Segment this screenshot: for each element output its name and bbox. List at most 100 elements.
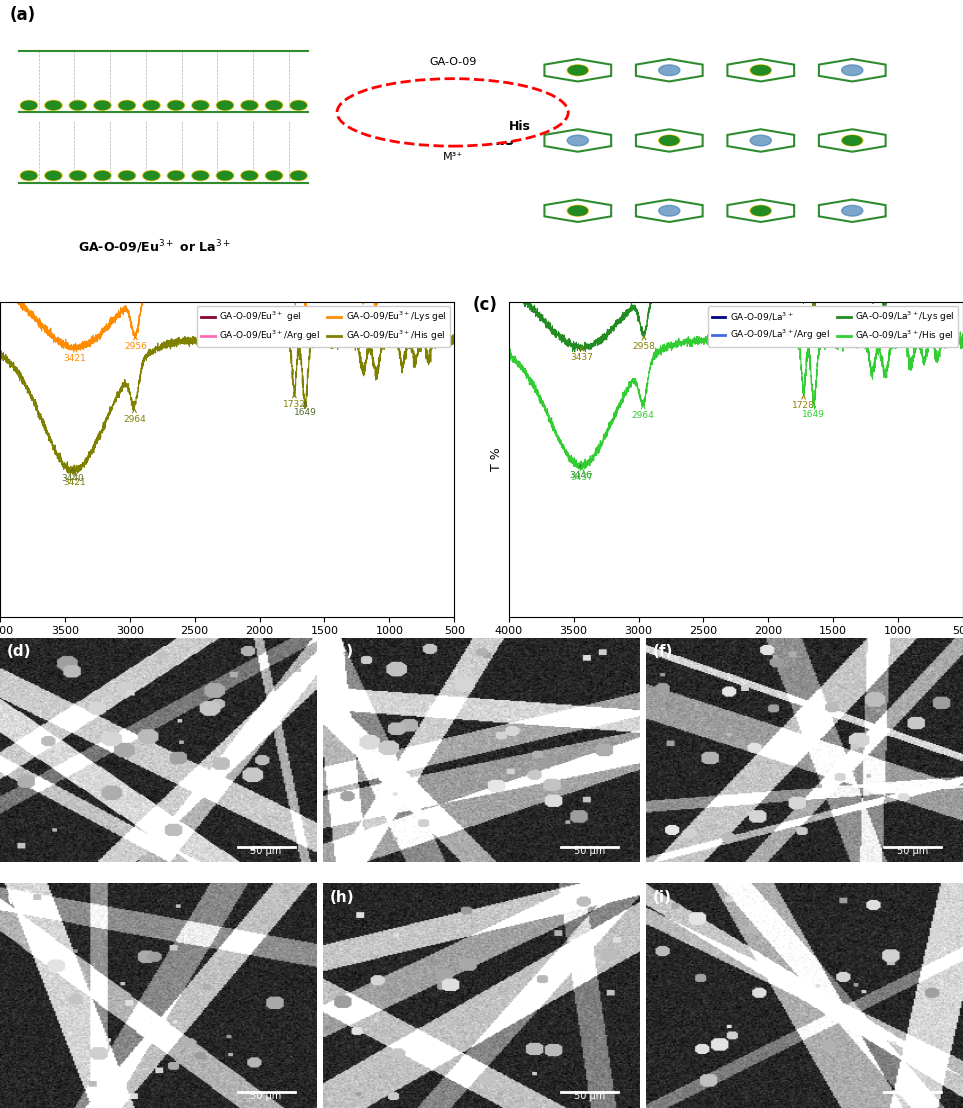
- Ellipse shape: [241, 101, 258, 111]
- Text: 2956: 2956: [124, 336, 147, 351]
- Ellipse shape: [218, 172, 233, 179]
- Ellipse shape: [266, 101, 283, 111]
- Ellipse shape: [217, 101, 234, 111]
- Ellipse shape: [842, 65, 863, 75]
- Text: 3421: 3421: [64, 472, 87, 486]
- Text: (i): (i): [653, 890, 671, 905]
- Ellipse shape: [21, 172, 37, 179]
- Ellipse shape: [169, 101, 184, 110]
- Text: 50 μm: 50 μm: [574, 1091, 605, 1101]
- Ellipse shape: [192, 171, 209, 181]
- Text: 2964: 2964: [123, 409, 145, 423]
- Ellipse shape: [568, 65, 587, 75]
- Ellipse shape: [242, 172, 257, 179]
- Ellipse shape: [119, 101, 135, 110]
- Ellipse shape: [267, 101, 282, 110]
- Text: 50 μm: 50 μm: [897, 1091, 928, 1101]
- Text: M³⁺: M³⁺: [443, 153, 462, 163]
- Text: His: His: [509, 120, 531, 133]
- Ellipse shape: [291, 172, 306, 179]
- Ellipse shape: [567, 65, 588, 75]
- Ellipse shape: [45, 172, 61, 179]
- Ellipse shape: [20, 171, 38, 181]
- Ellipse shape: [20, 101, 38, 111]
- Ellipse shape: [290, 101, 307, 111]
- Text: His: His: [487, 133, 514, 148]
- Ellipse shape: [69, 101, 87, 111]
- Ellipse shape: [291, 101, 306, 110]
- Ellipse shape: [118, 101, 136, 111]
- Ellipse shape: [143, 171, 160, 181]
- Ellipse shape: [168, 101, 185, 111]
- Ellipse shape: [168, 171, 185, 181]
- Ellipse shape: [750, 135, 771, 146]
- Ellipse shape: [93, 101, 111, 111]
- Legend: GA-O-09/Eu$^{3+}$ gel, GA-O-09/Eu$^{3+}$/Arg gel, GA-O-09/Eu$^{3+}$/Lys gel, GA-: GA-O-09/Eu$^{3+}$ gel, GA-O-09/Eu$^{3+}$…: [197, 307, 450, 347]
- Ellipse shape: [118, 171, 136, 181]
- Legend: GA-O-09/La$^{3+}$, GA-O-09/La$^{3+}$/Arg gel, GA-O-09/La$^{3+}$/Lys gel, GA-O-09: GA-O-09/La$^{3+}$, GA-O-09/La$^{3+}$/Arg…: [708, 307, 958, 347]
- Ellipse shape: [143, 101, 160, 111]
- Text: 3446: 3446: [569, 465, 592, 480]
- Text: 1732: 1732: [283, 394, 306, 409]
- Text: 50 μm: 50 μm: [250, 845, 282, 855]
- Text: 2958: 2958: [633, 336, 656, 351]
- X-axis label: Wavenumber/cm⁻¹: Wavenumber/cm⁻¹: [169, 642, 286, 655]
- Text: 1649: 1649: [802, 304, 825, 318]
- Ellipse shape: [192, 101, 209, 111]
- Ellipse shape: [842, 135, 863, 146]
- Ellipse shape: [94, 172, 110, 179]
- Text: (c): (c): [473, 296, 497, 314]
- Text: 50 μm: 50 μm: [897, 845, 928, 855]
- Ellipse shape: [750, 205, 771, 216]
- Text: 3421: 3421: [64, 348, 87, 363]
- Ellipse shape: [751, 206, 770, 216]
- Ellipse shape: [193, 172, 208, 179]
- Ellipse shape: [290, 171, 307, 181]
- Ellipse shape: [241, 171, 258, 181]
- Text: (d): (d): [7, 644, 31, 659]
- Ellipse shape: [69, 171, 87, 181]
- Ellipse shape: [660, 135, 679, 145]
- Ellipse shape: [842, 205, 863, 216]
- Circle shape: [337, 79, 568, 146]
- Ellipse shape: [44, 101, 62, 111]
- Ellipse shape: [143, 101, 159, 110]
- Text: 50 μm: 50 μm: [574, 845, 605, 855]
- Ellipse shape: [267, 172, 282, 179]
- Ellipse shape: [44, 171, 62, 181]
- Text: 3437: 3437: [570, 468, 593, 482]
- Ellipse shape: [169, 172, 184, 179]
- Ellipse shape: [568, 206, 587, 216]
- Ellipse shape: [94, 101, 110, 110]
- Ellipse shape: [567, 135, 588, 146]
- Ellipse shape: [218, 101, 233, 110]
- Text: 1649: 1649: [802, 403, 825, 419]
- Ellipse shape: [266, 171, 283, 181]
- Text: (h): (h): [329, 890, 354, 905]
- Ellipse shape: [843, 135, 862, 145]
- Text: GA-O-09: GA-O-09: [429, 57, 477, 66]
- Ellipse shape: [659, 135, 680, 146]
- Text: GA-O-09/Eu$^{3+}$ or La$^{3+}$: GA-O-09/Eu$^{3+}$ or La$^{3+}$: [78, 238, 230, 256]
- Text: 3437: 3437: [570, 347, 593, 362]
- Ellipse shape: [45, 101, 61, 110]
- Ellipse shape: [70, 172, 86, 179]
- Ellipse shape: [567, 205, 588, 216]
- Text: 3440: 3440: [62, 469, 84, 483]
- Text: 1647: 1647: [294, 306, 317, 320]
- Ellipse shape: [21, 101, 37, 110]
- Ellipse shape: [751, 65, 770, 75]
- Ellipse shape: [119, 172, 135, 179]
- Ellipse shape: [70, 101, 86, 110]
- Y-axis label: T %: T %: [490, 448, 504, 471]
- Text: (g): (g): [7, 890, 31, 905]
- Ellipse shape: [93, 171, 111, 181]
- X-axis label: Wavenumber/cm⁻¹: Wavenumber/cm⁻¹: [677, 642, 794, 655]
- Text: (e): (e): [329, 644, 353, 659]
- Ellipse shape: [659, 205, 680, 216]
- Ellipse shape: [659, 65, 680, 75]
- Text: 1728: 1728: [793, 396, 815, 410]
- Ellipse shape: [193, 101, 208, 110]
- Ellipse shape: [750, 65, 771, 75]
- Ellipse shape: [217, 171, 234, 181]
